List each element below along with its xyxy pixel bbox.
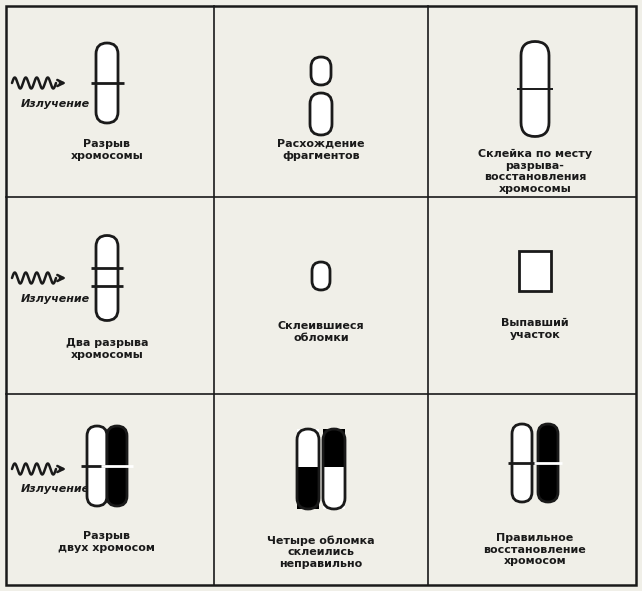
Bar — [519, 251, 551, 291]
Text: Склеившиеся
обломки: Склеившиеся обломки — [278, 321, 364, 343]
Text: Четыре обломка
склеились
неправильно: Четыре обломка склеились неправильно — [267, 535, 375, 569]
FancyBboxPatch shape — [521, 41, 549, 137]
FancyBboxPatch shape — [311, 57, 331, 85]
Bar — [297, 429, 319, 467]
Text: Правильное
восстановление
хромосом: Правильное восстановление хромосом — [483, 533, 586, 566]
Bar — [323, 467, 345, 509]
FancyBboxPatch shape — [312, 262, 330, 290]
Text: Разрыв
хромосомы: Разрыв хромосомы — [71, 139, 143, 161]
FancyBboxPatch shape — [87, 426, 107, 506]
FancyBboxPatch shape — [107, 426, 127, 506]
FancyBboxPatch shape — [310, 93, 332, 135]
Text: Расхождение
фрагментов: Расхождение фрагментов — [277, 139, 365, 161]
Text: Разрыв
двух хромосом: Разрыв двух хромосом — [58, 531, 155, 553]
Text: Излучение: Излучение — [21, 99, 90, 109]
FancyBboxPatch shape — [96, 235, 118, 320]
FancyBboxPatch shape — [538, 424, 558, 502]
Text: Два разрыва
хромосомы: Два разрыва хромосомы — [65, 338, 148, 359]
Text: Излучение: Излучение — [21, 484, 90, 494]
Text: Излучение: Излучение — [21, 294, 90, 304]
Bar — [297, 467, 319, 509]
Text: Склейка по месту
разрыва-
восстановления
хромосомы: Склейка по месту разрыва- восстановления… — [478, 149, 592, 194]
Bar — [323, 429, 345, 467]
Text: Выпавший
участок: Выпавший участок — [501, 318, 569, 340]
FancyBboxPatch shape — [512, 424, 532, 502]
FancyBboxPatch shape — [96, 43, 118, 123]
